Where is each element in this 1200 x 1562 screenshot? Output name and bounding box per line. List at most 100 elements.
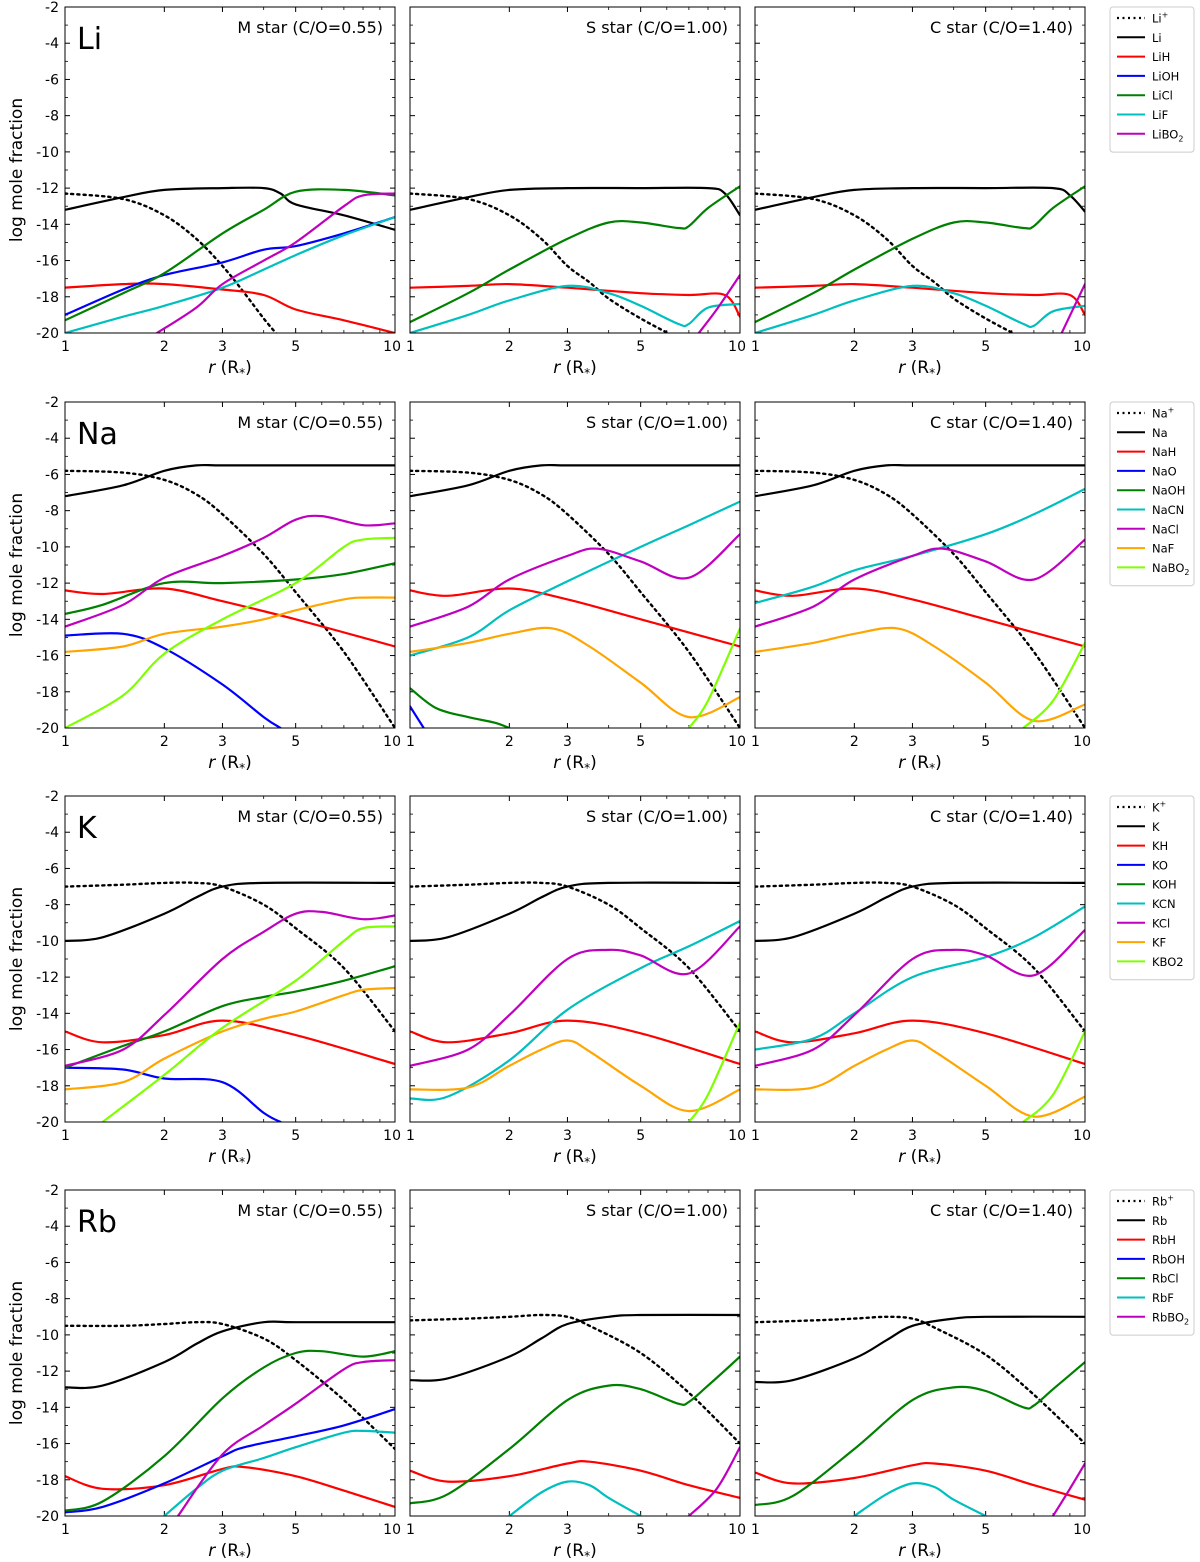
panel-title: S star (C/O=1.00) xyxy=(586,807,728,826)
series-line-magenta xyxy=(65,514,395,628)
element-label: Na xyxy=(77,417,118,452)
legend-label: NaBO2 xyxy=(1152,561,1189,577)
series-line-black-ion xyxy=(65,192,278,333)
series-group xyxy=(65,186,395,333)
y-tick-label: -10 xyxy=(36,934,59,950)
x-axis-label: r (R*) xyxy=(898,753,942,775)
panel-frame xyxy=(64,401,396,729)
series-line-black-ion xyxy=(755,192,1016,333)
x-tick-label: 1 xyxy=(61,734,70,750)
y-axis-label: log mole fraction xyxy=(7,98,27,242)
legend-label: LiBO2 xyxy=(1152,127,1183,143)
legend-label: KO xyxy=(1152,858,1168,872)
series-line-magenta xyxy=(755,928,1085,1067)
y-tick-label: -6 xyxy=(45,861,59,877)
legend-label: NaO xyxy=(1152,464,1177,478)
series-line-green xyxy=(755,185,1085,324)
x-axis-label: r (R*) xyxy=(553,358,597,380)
series-line-black xyxy=(65,1320,395,1390)
legend-label: RbF xyxy=(1152,1291,1174,1305)
x-tick-label: 5 xyxy=(291,1128,300,1144)
series-line-cyan xyxy=(410,919,740,1102)
x-tick-label: 3 xyxy=(563,1128,572,1144)
series-line-magenta xyxy=(65,910,395,1067)
x-tick-label: 3 xyxy=(908,1522,917,1538)
series-group xyxy=(755,463,1085,728)
legend-label: K xyxy=(1152,820,1160,834)
x-tick-label: 2 xyxy=(160,1128,169,1144)
panel-frame xyxy=(409,1189,741,1517)
series-line-lime xyxy=(687,627,740,728)
series-line-cyan xyxy=(755,905,1085,1051)
series-line-magenta xyxy=(155,192,395,333)
series-line-blue xyxy=(410,705,425,728)
y-tick-label: -18 xyxy=(36,685,59,701)
series-line-black-ion xyxy=(755,1315,1085,1445)
legend-label: LiCl xyxy=(1152,89,1173,103)
series-line-cyan xyxy=(410,500,740,657)
legend-label: RbOH xyxy=(1152,1252,1185,1266)
panel-frame xyxy=(64,1189,396,1517)
x-axis-label: r (R*) xyxy=(208,1541,252,1562)
series-line-magenta xyxy=(755,538,1085,628)
series-line-red xyxy=(65,1019,395,1066)
series-line-black xyxy=(410,1313,740,1382)
y-tick-label: -16 xyxy=(36,1437,59,1453)
x-tick-label: 1 xyxy=(61,1522,70,1538)
x-axis-label: r (R*) xyxy=(553,753,597,775)
panel-title: M star (C/O=0.55) xyxy=(237,1201,383,1220)
panel-li-2: 1 2 3 5 10 r (R*) S star (C/O=1.00) xyxy=(406,6,746,380)
x-tick-label: 1 xyxy=(406,1522,415,1538)
series-line-black xyxy=(410,463,740,498)
y-tick-label: -16 xyxy=(36,254,59,270)
series-line-red xyxy=(755,1019,1085,1066)
x-axis-label: r (R*) xyxy=(898,1147,942,1169)
legend-box xyxy=(1109,795,1195,981)
panel-k-3: 1 2 3 5 10 r (R*) C star (C/O=1.40) xyxy=(751,795,1091,1169)
legend-label: KCN xyxy=(1152,897,1176,911)
panel-title: C star (C/O=1.40) xyxy=(930,413,1073,432)
series-line-black-ion xyxy=(65,469,395,728)
series-line-black xyxy=(65,186,395,231)
element-label: Rb xyxy=(77,1205,117,1240)
y-tick-label: -10 xyxy=(36,1328,59,1344)
y-tick-label: -4 xyxy=(45,431,59,447)
series-line-cyan xyxy=(853,1481,987,1516)
panel-title: M star (C/O=0.55) xyxy=(237,413,383,432)
series-line-black xyxy=(755,186,1085,213)
series-line-black-ion xyxy=(410,1313,740,1445)
series-line-magenta xyxy=(697,273,740,333)
x-tick-label: 3 xyxy=(563,339,572,355)
series-group xyxy=(755,881,1085,1122)
series-line-blue xyxy=(65,632,282,728)
series-line-blue xyxy=(65,216,395,316)
series-line-black-ion xyxy=(410,192,671,333)
y-tick-label: -8 xyxy=(45,898,59,914)
series-line-black-ion xyxy=(410,881,740,1033)
legend-label: LiH xyxy=(1152,50,1170,64)
y-tick-label: -2 xyxy=(45,789,59,805)
series-line-red xyxy=(410,282,740,318)
panel-k-2: 1 2 3 5 10 r (R*) S star (C/O=1.00) xyxy=(406,795,746,1169)
y-tick-label: -6 xyxy=(45,72,59,88)
y-tick-label: -20 xyxy=(36,326,59,342)
series-line-green xyxy=(65,188,395,322)
x-axis-label: r (R*) xyxy=(898,1541,942,1562)
panel-frame xyxy=(409,401,741,729)
series-line-red xyxy=(65,282,395,333)
panel-frame xyxy=(754,401,1086,729)
series-line-magenta xyxy=(687,1446,740,1516)
panel-title: M star (C/O=0.55) xyxy=(237,18,383,37)
series-line-black xyxy=(755,1315,1085,1384)
panel-title: C star (C/O=1.40) xyxy=(930,18,1073,37)
x-tick-label: 10 xyxy=(383,1128,401,1144)
x-tick-label: 2 xyxy=(160,734,169,750)
series-group xyxy=(410,463,740,728)
series-line-orange xyxy=(755,1039,1085,1118)
y-tick-label: -16 xyxy=(36,1043,59,1059)
panel-na-3: 1 2 3 5 10 r (R*) C star (C/O=1.40) xyxy=(751,401,1091,775)
panel-k-1: -2 -4 -6 -8 -10 -12 -14 -16 -18 -201 2 3 5 10 r (R*) M … xyxy=(36,789,401,1169)
x-tick-label: 3 xyxy=(908,734,917,750)
series-line-green xyxy=(65,562,395,615)
